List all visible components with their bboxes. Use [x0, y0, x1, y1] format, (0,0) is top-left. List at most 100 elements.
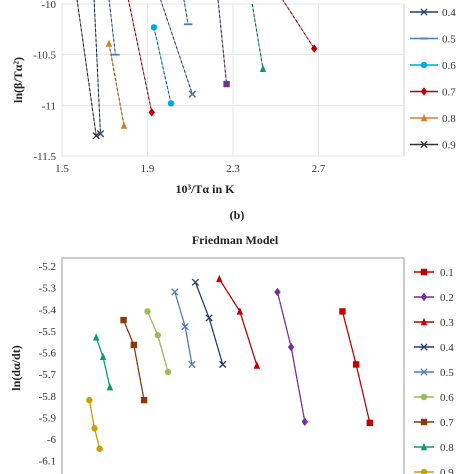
- series-line: [153, 27, 172, 104]
- legend-bottom: 0.1 0.2 0.3 0.4 0.5 0.6 0.7 0.8 0.9: [414, 267, 454, 474]
- legend-label: 0.7: [440, 417, 454, 429]
- y-tick-label: -5.6: [39, 348, 57, 360]
- legend-label: 0.8: [440, 442, 454, 454]
- data-point: [352, 361, 360, 368]
- x-tick-label: 2.3: [226, 163, 240, 175]
- series-line: [128, 0, 153, 113]
- x-tick-label: 1.9: [141, 163, 155, 175]
- data-point: [86, 396, 93, 404]
- data-point: [164, 368, 172, 376]
- legend-marker: [420, 8, 428, 16]
- legend-label: 0.1: [440, 267, 454, 279]
- legend-marker: [420, 468, 428, 474]
- series-line: [282, 0, 315, 49]
- data-point: [99, 352, 107, 361]
- legend-marker: [420, 61, 428, 69]
- data-point: [154, 332, 161, 339]
- y-tick-label: -5.5: [39, 326, 57, 338]
- x-tick-labels-top: 1.5 1.9 2.3 2.7: [55, 163, 326, 175]
- data-point: [236, 307, 244, 315]
- legend-label: 0.5: [440, 367, 454, 379]
- legend-label: 0.6: [442, 60, 456, 72]
- y-axis-label-top: ln(β/Tα²): [11, 57, 25, 103]
- legend-marker: [420, 418, 428, 426]
- legend-marker: [420, 317, 428, 326]
- data-point: [167, 100, 175, 107]
- legend-marker: [420, 113, 428, 122]
- legend-label: 0.2: [440, 292, 454, 304]
- data-point: [120, 121, 128, 129]
- data-point: [96, 445, 103, 452]
- legend-label: 0.9: [442, 140, 456, 152]
- data-point: [171, 288, 179, 296]
- legend-marker: [420, 343, 428, 351]
- data-point: [106, 382, 114, 391]
- data-point: [223, 80, 230, 88]
- legend-label: 0.6: [440, 392, 454, 404]
- series-line: [160, 0, 193, 95]
- series-line: [217, 0, 227, 85]
- y-tick-label: -10.5: [33, 50, 56, 62]
- data-point: [91, 425, 98, 432]
- legend-marker: [420, 87, 428, 96]
- y-tick-label: -5.8: [39, 391, 57, 403]
- y-tick-label: -5.9: [39, 412, 57, 424]
- series-line: [93, 0, 101, 134]
- y-tick-label: -6: [47, 434, 57, 446]
- data-point: [92, 132, 100, 140]
- y-tick-labels-bottom: -5.2 -5.3 -5.4 -5.5 -5.6 -5.7 -5.8 -5.9 -6 -6.1: [39, 261, 57, 468]
- legend-top: 0.4 0.5 0.6 0.7 0.8 0.9: [410, 7, 456, 152]
- panel-caption: (b): [230, 208, 245, 222]
- data-point: [311, 44, 318, 53]
- kissinger-panel: -10-10.5-11-11.5 1.5 1.9 2.3 2.7 0.40.50.60…: [11, 0, 456, 222]
- data-point: [105, 39, 113, 47]
- y-tick-label: -6.1: [39, 456, 56, 468]
- data-point: [191, 278, 200, 286]
- plot-area-bottom: [61, 257, 405, 474]
- legend-label: 0.4: [442, 7, 456, 19]
- y-tick-label: -11: [42, 100, 56, 112]
- data-point: [96, 130, 105, 138]
- legend-label: 0.3: [440, 317, 454, 329]
- y-tick-labels-top: -10 -10.5 -11 -11.5: [33, 0, 56, 163]
- x-axis-label-top: 10³/Tα in K: [176, 182, 236, 196]
- y-tick-label: -10: [41, 0, 56, 11]
- legend-label: 0.5: [442, 34, 456, 46]
- data-point: [148, 108, 155, 117]
- legend-label: 0.9: [440, 467, 454, 474]
- data-point: [301, 417, 309, 426]
- data-point: [287, 342, 295, 352]
- series-line: [76, 0, 97, 136]
- legend-marker: [420, 393, 428, 401]
- y-tick-label: -5.2: [39, 261, 56, 273]
- legend-label: 0.8: [442, 113, 456, 125]
- y-tick-label: -5.4: [39, 304, 57, 316]
- y-tick-label: -5.7: [39, 369, 57, 381]
- data-point: [339, 308, 346, 315]
- data-point: [219, 360, 227, 369]
- legend-marker: [420, 140, 428, 149]
- data-point: [144, 308, 151, 315]
- legend-marker: [420, 268, 428, 276]
- friedman-panel: Friedman Model -5.2-5.3-5.4-5.5-5.6-5.7-…: [9, 233, 454, 474]
- data-point: [188, 90, 197, 98]
- data-point: [366, 419, 373, 427]
- data-series-bottom: [86, 274, 373, 452]
- legend-marker: [420, 368, 428, 376]
- data-point: [181, 322, 189, 331]
- legend-marker: [420, 292, 428, 302]
- legend-label: 0.4: [440, 342, 454, 354]
- y-tick-label: -5.3: [39, 283, 57, 295]
- series-line: [183, 0, 189, 25]
- data-point: [93, 333, 100, 341]
- data-point: [150, 24, 158, 31]
- legend-label: 0.7: [442, 87, 456, 99]
- chart-title-bottom: Friedman Model: [192, 233, 279, 247]
- series-line: [108, 0, 116, 55]
- x-tick-label: 1.5: [55, 163, 69, 175]
- data-point: [274, 287, 281, 297]
- y-tick-label: -11.5: [33, 151, 56, 163]
- data-point: [205, 314, 213, 322]
- data-point: [188, 360, 196, 369]
- data-point: [120, 316, 127, 324]
